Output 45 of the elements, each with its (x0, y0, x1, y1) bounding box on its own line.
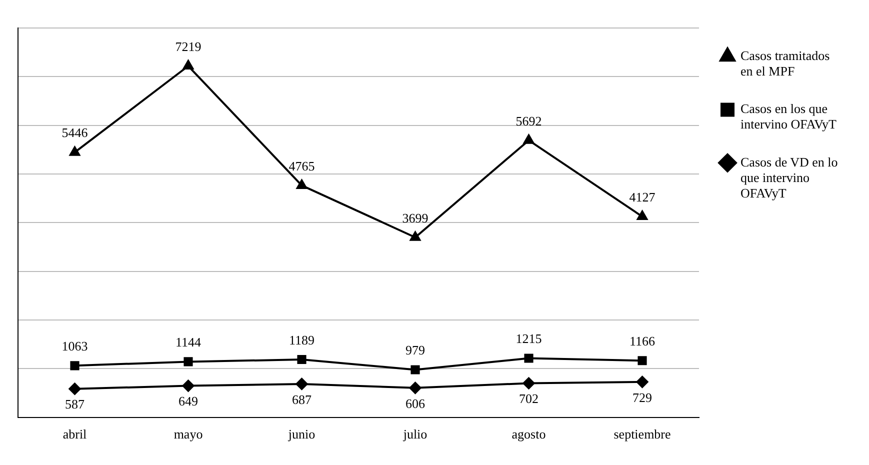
data-label: 4765 (288, 158, 315, 174)
x-tick-label: agosto (512, 426, 546, 442)
point (636, 210, 648, 220)
x-tick-label: abril (62, 426, 88, 442)
data-label: 1166 (629, 334, 656, 349)
data-label: 587 (65, 396, 85, 412)
point (296, 179, 308, 189)
legend-label: Casos en los que intervino OFAVyT (740, 101, 837, 132)
point (182, 380, 194, 392)
point (69, 146, 80, 156)
data-label: 1189 (288, 332, 315, 348)
point (297, 354, 306, 364)
data-label: 7219 (175, 38, 202, 54)
point (523, 134, 534, 144)
point (524, 354, 534, 363)
x-tick-label: junio (287, 426, 316, 442)
data-label: 649 (178, 394, 198, 409)
data-label: 702 (519, 391, 539, 406)
point (182, 60, 194, 70)
data-label: 606 (406, 396, 426, 411)
point (70, 361, 80, 370)
data-label: 3699 (402, 210, 428, 226)
data-label: 1063 (62, 338, 88, 354)
legend-label: Casos tramitados en el MPF (740, 48, 830, 79)
point (410, 365, 420, 374)
x-tick-label: julio (402, 426, 428, 442)
data-label: 687 (292, 392, 312, 407)
point (410, 231, 421, 241)
point (68, 382, 81, 395)
point (184, 357, 193, 366)
point (409, 382, 422, 394)
point (638, 356, 647, 366)
data-label: 5692 (516, 113, 542, 128)
point (636, 376, 648, 388)
point (296, 378, 308, 390)
data-label: 5446 (62, 125, 88, 140)
data-label: 979 (406, 342, 426, 358)
x-tick-label: mayo (174, 426, 203, 442)
point (522, 377, 535, 390)
data-label: 1144 (175, 334, 202, 350)
data-label: 4127 (629, 189, 656, 204)
legend-label: Casos de VD en lo que intervino OFAVyT (740, 154, 838, 201)
data-label: 1215 (516, 331, 542, 346)
data-label: 729 (632, 390, 652, 405)
x-tick-label: septiembre (614, 426, 671, 442)
